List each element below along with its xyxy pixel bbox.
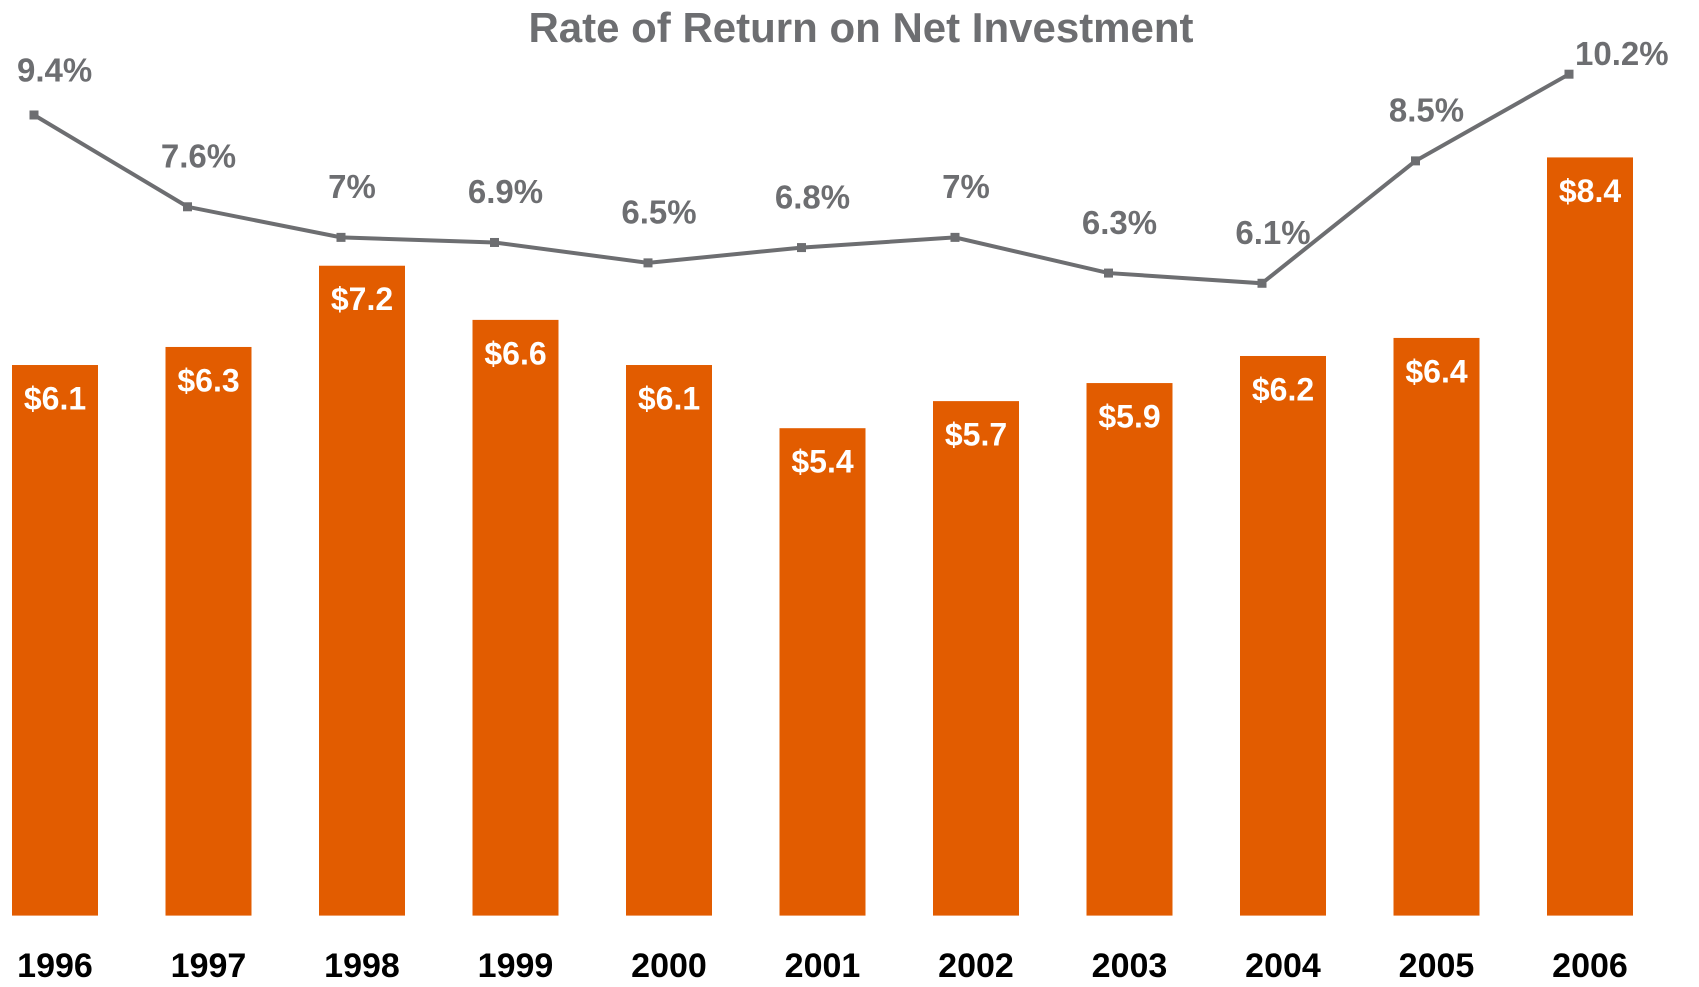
x-tick-label: 2006 — [1552, 947, 1628, 985]
bar-label: $6.4 — [1405, 353, 1467, 389]
x-tick-label: 1998 — [324, 947, 400, 985]
x-tick-label: 2001 — [785, 947, 861, 985]
x-tick-label: 2002 — [938, 947, 1014, 985]
line-label: 6.8% — [775, 178, 850, 215]
line-marker — [29, 110, 39, 120]
bar-label: $6.1 — [638, 380, 700, 416]
line-marker — [1104, 268, 1113, 278]
line-label: 6.3% — [1082, 204, 1157, 241]
bar-label: $6.2 — [1252, 371, 1314, 407]
line-marker — [490, 237, 499, 247]
bar — [165, 346, 252, 916]
x-tick-label: 1997 — [171, 947, 247, 985]
bar — [933, 401, 1019, 916]
x-tick-label: 2000 — [631, 947, 707, 985]
line-label: 8.5% — [1389, 92, 1464, 129]
bar — [472, 319, 559, 916]
bar — [319, 265, 405, 916]
bar-label: $6.1 — [24, 380, 86, 416]
bar — [12, 365, 98, 916]
bar — [1240, 355, 1326, 916]
bar — [1086, 383, 1173, 916]
line-marker — [643, 258, 653, 268]
line-marker — [1411, 156, 1420, 166]
bar-label: $7.2 — [331, 281, 393, 317]
bar — [1547, 157, 1633, 916]
line-marker — [1257, 278, 1267, 288]
x-tick-label: 1999 — [478, 947, 554, 985]
x-tick-label: 2003 — [1092, 947, 1168, 985]
bar-label: $8.4 — [1559, 173, 1621, 209]
line-marker — [797, 243, 806, 253]
bar-label: $5.7 — [945, 417, 1007, 453]
bar-label: $6.6 — [484, 335, 546, 371]
line-marker — [1564, 69, 1574, 79]
x-tick-label: 1996 — [17, 947, 93, 985]
x-tick-label: 2004 — [1245, 947, 1321, 985]
line-label: 6.5% — [621, 194, 696, 231]
line-label: 7% — [942, 168, 990, 205]
line-label: 9.4% — [17, 52, 92, 89]
line-label: 7% — [328, 168, 376, 205]
line-label: 10.2% — [1575, 35, 1669, 72]
bar-label: $5.9 — [1098, 399, 1160, 435]
line-label: 6.1% — [1235, 214, 1310, 251]
line-label: 7.6% — [161, 137, 236, 174]
chart-title: Rate of Return on Net Investment — [528, 4, 1193, 51]
bar-label: $5.4 — [791, 444, 853, 480]
x-tick-label: 2005 — [1399, 947, 1475, 985]
bar — [626, 365, 712, 916]
line-label: 6.9% — [468, 173, 543, 210]
bar — [1393, 337, 1480, 916]
bar-label: $6.3 — [177, 362, 239, 398]
line-marker — [336, 232, 346, 242]
line-marker — [183, 202, 192, 212]
line-marker — [950, 232, 960, 242]
bar — [779, 428, 866, 916]
